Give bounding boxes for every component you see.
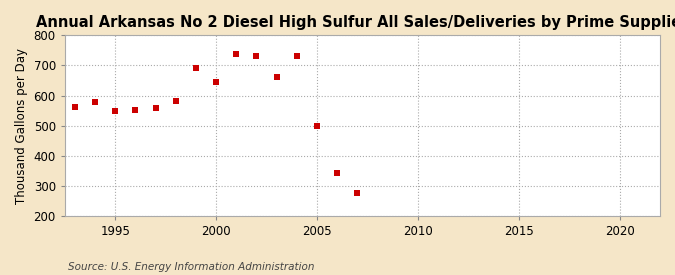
Point [190, 66, 201, 70]
Point [231, 52, 242, 56]
Title: Annual Arkansas No 2 Diesel High Sulfur All Sales/Deliveries by Prime Supplier: Annual Arkansas No 2 Diesel High Sulfur … [36, 15, 675, 30]
Point [251, 54, 262, 59]
Point [130, 108, 141, 112]
Point [70, 105, 80, 109]
Point [110, 109, 121, 113]
Point [332, 171, 343, 175]
Point [211, 80, 221, 84]
Point [90, 100, 101, 104]
Point [292, 54, 302, 59]
Y-axis label: Thousand Gallons per Day: Thousand Gallons per Day [15, 48, 28, 204]
Point [170, 98, 181, 103]
Point [352, 191, 362, 196]
Text: Source: U.S. Energy Information Administration: Source: U.S. Energy Information Administ… [68, 262, 314, 271]
Point [271, 74, 282, 79]
Point [151, 106, 161, 110]
Point [312, 123, 323, 128]
